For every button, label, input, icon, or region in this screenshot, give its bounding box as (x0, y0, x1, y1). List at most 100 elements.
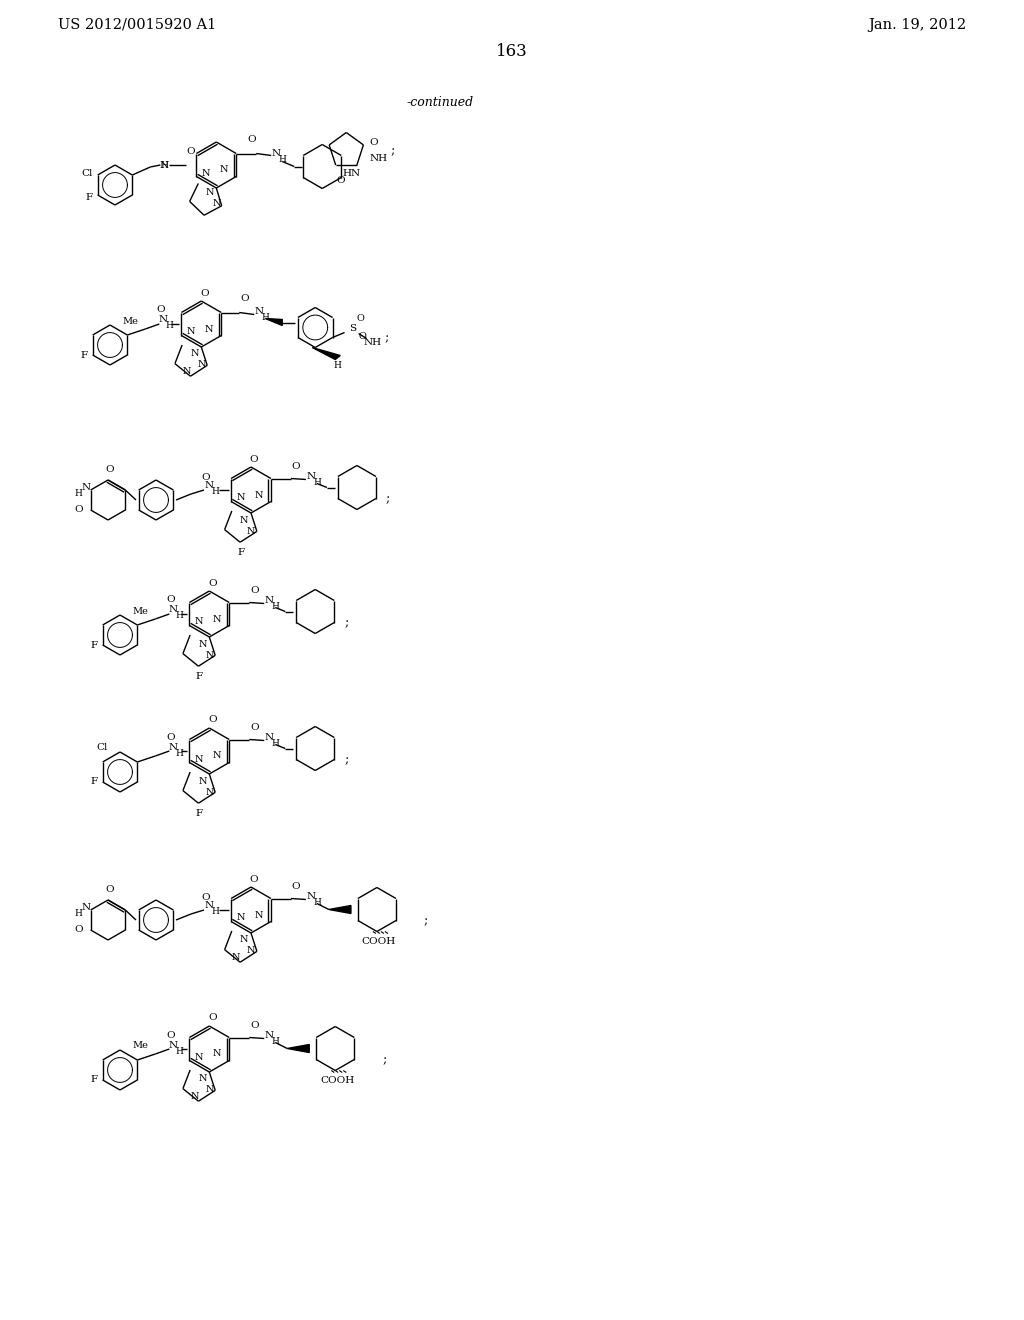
Text: N: N (81, 483, 90, 491)
Text: H: H (333, 360, 341, 370)
Text: O: O (250, 874, 258, 883)
Text: N: N (255, 308, 264, 315)
Text: N: N (240, 935, 248, 944)
Text: S: S (349, 323, 356, 333)
Text: O: O (292, 882, 300, 891)
Text: N: N (247, 945, 255, 954)
Text: O: O (337, 176, 345, 185)
Text: N: N (306, 473, 315, 480)
Text: -continued: -continued (407, 95, 473, 108)
Text: Me: Me (122, 317, 138, 326)
Text: N: N (202, 169, 211, 177)
Text: ;: ; (386, 492, 390, 506)
Text: O: O (166, 595, 175, 605)
Text: N: N (197, 360, 206, 368)
Text: O: O (202, 473, 210, 482)
Text: H: H (75, 490, 83, 499)
Text: F: F (81, 351, 88, 359)
Polygon shape (312, 347, 340, 359)
Text: H: H (279, 154, 286, 164)
Text: H: H (175, 1047, 183, 1056)
Text: N: N (213, 615, 221, 623)
Text: H: H (271, 602, 280, 611)
Text: F: F (196, 672, 203, 681)
Text: N: N (205, 482, 214, 491)
Text: N: N (247, 527, 255, 536)
Text: N: N (240, 516, 248, 525)
Text: H: H (175, 611, 183, 620)
Text: H: H (161, 161, 168, 169)
Text: N: N (205, 1085, 214, 1094)
Text: H: H (271, 739, 280, 748)
Text: N: N (198, 640, 207, 648)
Text: N: N (271, 149, 281, 158)
Text: N: N (237, 494, 246, 503)
Polygon shape (329, 906, 351, 913)
Text: Cl: Cl (82, 169, 93, 177)
Text: O: O (247, 135, 256, 144)
Text: H: H (211, 487, 219, 496)
Text: COOH: COOH (361, 937, 396, 946)
Text: H: H (271, 1038, 280, 1045)
Polygon shape (288, 1044, 309, 1052)
Text: N: N (237, 913, 246, 923)
Text: O: O (292, 462, 300, 471)
Text: N: N (264, 733, 273, 742)
Text: N: N (198, 1073, 207, 1082)
Text: HN: HN (342, 169, 360, 178)
Text: H: H (261, 313, 269, 322)
Text: N: N (81, 903, 90, 912)
Text: Cl: Cl (96, 743, 108, 752)
Text: H: H (211, 908, 219, 916)
Text: O: O (156, 305, 165, 314)
Text: N: N (205, 651, 214, 660)
Text: ;: ; (344, 616, 348, 630)
Text: NH: NH (370, 154, 387, 162)
Text: N: N (306, 892, 315, 902)
Text: Jan. 19, 2012: Jan. 19, 2012 (868, 18, 966, 32)
Text: N: N (205, 325, 214, 334)
Text: O: O (202, 892, 210, 902)
Text: H: H (166, 322, 173, 330)
Text: F: F (90, 1076, 97, 1085)
Text: N: N (169, 1040, 178, 1049)
Text: F: F (86, 193, 93, 202)
Text: COOH: COOH (321, 1076, 354, 1085)
Text: N: N (231, 953, 241, 962)
Text: F: F (90, 777, 97, 787)
Text: O: O (105, 466, 115, 474)
Text: O: O (186, 147, 195, 156)
Text: O: O (200, 289, 209, 297)
Text: ;: ; (384, 331, 389, 345)
Text: N: N (159, 315, 168, 325)
Text: N: N (190, 348, 199, 358)
Text: ;: ; (344, 752, 348, 766)
Text: N: N (169, 606, 178, 615)
Text: N: N (213, 751, 221, 760)
Text: O: O (356, 314, 365, 323)
Text: O: O (250, 723, 258, 733)
Text: Me: Me (132, 1041, 147, 1051)
Text: N: N (205, 187, 214, 197)
Text: O: O (105, 886, 115, 895)
Text: O: O (208, 578, 217, 587)
Text: N: N (195, 618, 204, 627)
Text: F: F (238, 548, 245, 557)
Text: O: O (370, 139, 378, 147)
Text: ;: ; (382, 1053, 386, 1067)
Text: N: N (160, 161, 169, 169)
Text: O: O (250, 1020, 258, 1030)
Text: O: O (74, 925, 83, 935)
Text: H: H (313, 898, 321, 907)
Text: N: N (190, 1092, 199, 1101)
Text: N: N (213, 1049, 221, 1059)
Text: N: N (205, 788, 214, 797)
Text: O: O (208, 1014, 217, 1023)
Text: N: N (205, 902, 214, 911)
Text: N: N (264, 1031, 273, 1040)
Text: O: O (74, 506, 83, 515)
Text: O: O (240, 294, 249, 304)
Text: N: N (264, 597, 273, 605)
Text: ;: ; (390, 144, 394, 157)
Text: H: H (175, 748, 183, 758)
